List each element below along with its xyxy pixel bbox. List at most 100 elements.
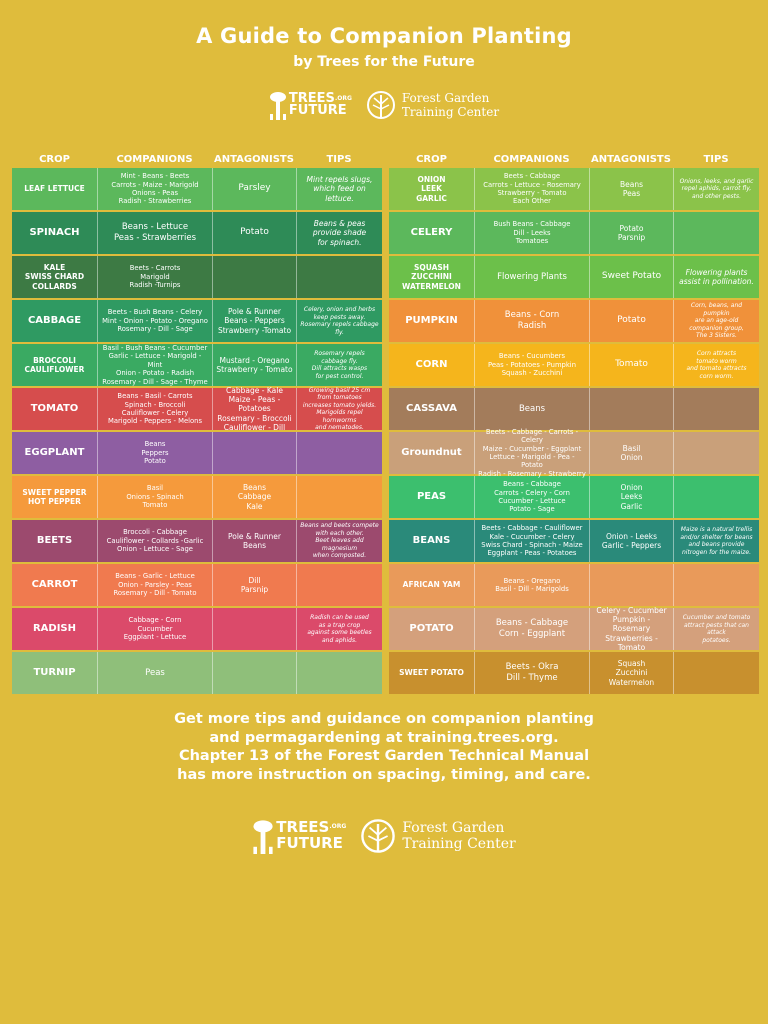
antagonists-cell-text: Beans Cabbage Kale xyxy=(237,482,272,511)
crop-cell: RADISH xyxy=(12,608,97,650)
table-row: RADISH Cabbage - Corn Cucumber Eggplant -… xyxy=(12,608,382,650)
crop-cell: Groundnut xyxy=(389,432,474,474)
crop-cell-text: CORN xyxy=(415,358,448,370)
companions-cell: Beans - Basil - Carrots Spinach - Brocco… xyxy=(97,388,212,430)
companions-cell-text: Beans - Cabbage Carrots - Celery - Corn … xyxy=(494,480,570,514)
trees-logo-line1: TREES xyxy=(276,818,330,836)
companions-cell-text: Beets - Cabbage - Carrots - Celery Maize… xyxy=(478,427,586,478)
antagonists-cell-text: Basil Onion xyxy=(620,443,643,462)
antagonists-cell: Potato xyxy=(589,300,673,342)
table-row: BEANS Beets - Cabbage - Cauliflower Kale … xyxy=(389,520,759,562)
antagonists-cell xyxy=(589,564,673,606)
table-row: CELERY Bush Beans - Cabbage Dill - Leeks … xyxy=(389,212,759,254)
antagonists-cell-text: Potato xyxy=(617,315,646,326)
antagonists-cell-text: Mustard - Oregano Strawberry - Tomato xyxy=(216,355,293,374)
header-antagonists: ANTAGONISTS xyxy=(591,153,671,165)
antagonists-cell-text: Potato xyxy=(240,227,269,238)
tips-cell: Corn attracts tomato worm and tomato att… xyxy=(673,344,759,386)
tips-cell: Maize is a natural trellis and/or shelte… xyxy=(673,520,759,562)
tips-cell xyxy=(673,432,759,474)
tree-icon xyxy=(253,820,273,854)
antagonists-cell-text: Onion - Leeks Garlic - Peppers xyxy=(601,531,662,550)
footer-line4: has more instruction on spacing, timing,… xyxy=(177,766,591,783)
trees-logo-org: .ORG xyxy=(329,823,347,830)
table-row: POTATO Beans - Cabbage Corn - Eggplant Cel… xyxy=(389,605,759,653)
companions-cell-text: Bush Beans - Cabbage Dill - Leeks Tomato… xyxy=(493,220,571,246)
header-antagonists: ANTAGONISTS xyxy=(214,153,294,165)
companions-cell: Broccoli - Cabbage Cauliflower - Collard… xyxy=(97,520,212,562)
crop-cell-text: EGGPLANT xyxy=(24,446,85,458)
table-row: BEETS Broccoli - Cabbage Cauliflower - Co… xyxy=(12,520,382,562)
crop-cell: SWEET PEPPER HOT PEPPER xyxy=(12,476,97,518)
table-row: CARROT Beans - Garlic - Lettuce Onion - P… xyxy=(12,564,382,606)
tips-cell-text: Onions, leeks, and garlic repel aphids, … xyxy=(679,177,754,200)
footer-line2: and permagardening at training.trees.org… xyxy=(209,729,559,746)
crop-cell: CARROT xyxy=(12,564,97,606)
crop-cell: SQUASH ZUCCHINI WATERMELON xyxy=(389,256,474,298)
crop-cell: POTATO xyxy=(389,608,474,650)
companions-cell: Beets - Cabbage - Carrots - Celery Maize… xyxy=(474,428,589,478)
companions-cell-text: Beets - Okra Dill - Thyme xyxy=(505,662,559,683)
antagonists-cell-text: Sweet Potato xyxy=(601,271,662,282)
antagonists-cell-text: Beans Peas xyxy=(619,179,644,198)
crop-cell-text: CARROT xyxy=(31,578,78,590)
trees-for-the-future-logo: TREES.ORG FUTURE xyxy=(269,90,352,120)
antagonists-cell: Potato xyxy=(212,212,296,254)
companions-cell: Flowering Plants xyxy=(474,256,589,298)
fg-logo-line1: Forest Garden xyxy=(402,820,505,836)
header-logos: TREES.ORG FUTURE Forest Garden Training … xyxy=(0,90,768,120)
companions-cell-text: Beans - Garlic - Lettuce Onion - Parsley… xyxy=(113,572,197,598)
table-row: SWEET PEPPER HOT PEPPER Basil Onions - Sp… xyxy=(12,476,382,518)
table-row: CORN Beans - Cucumbers Peas - Potatoes - … xyxy=(389,344,759,386)
companions-cell-text: Beans - Corn Radish xyxy=(504,310,560,331)
crop-cell: BEANS xyxy=(389,520,474,562)
companions-cell: Cabbage - Corn Cucumber Eggplant - Lettu… xyxy=(97,608,212,650)
trees-for-the-future-logo: TREES.ORG FUTURE xyxy=(252,818,346,854)
tips-cell-text: Cucumber and tomato attract pests that c… xyxy=(682,614,751,644)
crop-cell: SWEET POTATO xyxy=(389,652,474,694)
footer-line1: Get more tips and guidance on companion … xyxy=(174,711,594,727)
crop-cell: CASSAVA xyxy=(389,388,474,430)
crop-cell-text: KALE SWISS CHARD COLLARDS xyxy=(24,262,85,291)
companions-cell: Beans xyxy=(474,388,589,430)
companions-cell-text: Beets - Carrots Marigold Radish -Turnips xyxy=(129,264,181,290)
header-tips: TIPS xyxy=(326,153,352,165)
tips-cell-text: Corn attracts tomato worm and tomato att… xyxy=(686,350,747,380)
crop-cell: ONION LEEK GARLIC xyxy=(389,168,474,210)
tips-cell: Cucumber and tomato attract pests that c… xyxy=(673,608,759,650)
crop-cell-text: AFRICAN YAM xyxy=(402,580,461,590)
tips-cell-text: Beans and beets compete with each other.… xyxy=(300,522,379,560)
companions-cell-text: Beans - Oregano Basil - Dill - Marigolds xyxy=(495,576,569,593)
trees-logo-org: .ORG xyxy=(334,95,352,102)
antagonists-cell xyxy=(212,256,296,298)
antagonists-cell: Squash Zucchini Watermelon xyxy=(589,652,673,694)
companions-cell: Beets - Okra Dill - Thyme xyxy=(474,652,589,694)
crop-cell: LEAF LETTUCE xyxy=(12,168,97,210)
crop-cell-text: TOMATO xyxy=(30,402,79,414)
companions-cell: Mint - Beans - Beets Carrots - Maize - M… xyxy=(97,168,212,210)
companions-cell: Beets - Cabbage - Cauliflower Kale - Cuc… xyxy=(474,520,589,562)
page-title: A Guide to Companion Planting xyxy=(196,24,572,48)
crop-cell: PEAS xyxy=(389,476,474,518)
companions-cell: Beans - Garlic - Lettuce Onion - Parsley… xyxy=(97,564,212,606)
header-companions: COMPANIONS xyxy=(493,153,570,165)
companions-cell: Beans - Cabbage Carrots - Celery - Corn … xyxy=(474,476,589,518)
tips-cell xyxy=(296,476,382,518)
companions-cell-text: Cabbage - Corn Cucumber Eggplant - Lettu… xyxy=(123,616,187,642)
tips-cell: Rosemary repels cabbage fly. Dill attrac… xyxy=(296,344,382,386)
companions-cell-text: Broccoli - Cabbage Cauliflower - Collard… xyxy=(106,528,204,554)
antagonists-cell: Basil Onion xyxy=(589,432,673,474)
antagonists-cell-text: Celery - Cucumber Pumpkin - Rosemary Str… xyxy=(596,605,667,653)
antagonists-cell-text: Potato Parsnip xyxy=(617,223,646,242)
antagonists-cell xyxy=(589,388,673,430)
table-row: AFRICAN YAM Beans - Oregano Basil - Dill … xyxy=(389,564,759,606)
antagonists-cell: Celery - Cucumber Pumpkin - Rosemary Str… xyxy=(589,605,673,653)
antagonists-cell-text: Pole & Runner Beans - Peppers Strawberry… xyxy=(217,306,292,335)
crop-cell-text: PEAS xyxy=(416,490,447,502)
companions-cell-text: Beans - Cabbage Corn - Eggplant xyxy=(495,618,569,639)
table-row: CABBAGE Beets - Bush Beans - Celery Mint … xyxy=(12,300,382,342)
crop-cell-text: Groundnut xyxy=(401,446,462,458)
crop-cell-text: SWEET POTATO xyxy=(399,668,464,678)
globe-tree-icon xyxy=(366,91,395,119)
tips-cell xyxy=(296,652,382,694)
